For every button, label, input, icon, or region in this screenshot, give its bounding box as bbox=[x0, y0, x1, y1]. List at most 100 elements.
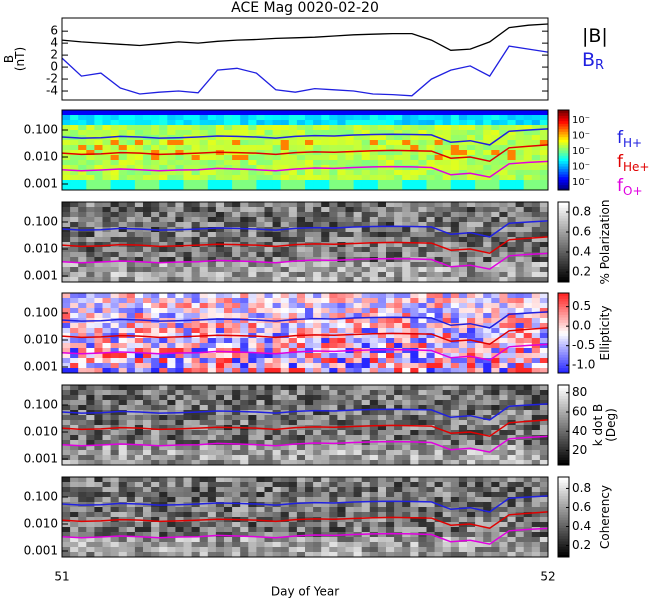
spectrogram-cell bbox=[86, 293, 95, 299]
spectrogram-cell bbox=[191, 338, 201, 344]
spectrogram-cell bbox=[426, 405, 436, 411]
spectrogram-cell bbox=[62, 145, 71, 151]
spectrogram-cell bbox=[515, 385, 525, 391]
spectrogram-cell bbox=[151, 492, 160, 498]
spectrogram-cell bbox=[167, 492, 176, 498]
spectrogram-cell bbox=[264, 170, 274, 176]
spectrogram-cell bbox=[167, 542, 176, 548]
spectrogram-cell bbox=[523, 318, 533, 324]
spectrogram-cell bbox=[369, 237, 379, 243]
spectrogram-cell bbox=[418, 542, 427, 548]
spectrogram-cell bbox=[78, 425, 87, 431]
spectrogram-cell bbox=[215, 125, 225, 131]
spectrogram-cell bbox=[361, 460, 371, 466]
spectrogram-cell bbox=[296, 185, 306, 191]
spectrogram-cell bbox=[199, 435, 209, 441]
spectrogram-cell bbox=[539, 185, 549, 191]
spectrogram-cell bbox=[191, 180, 201, 186]
spectrogram-cell bbox=[305, 207, 314, 213]
spectrogram-cell bbox=[483, 242, 492, 248]
spectrogram-cell bbox=[143, 497, 152, 503]
spectrogram-cell bbox=[280, 222, 290, 228]
spectrogram-cell bbox=[232, 125, 241, 131]
spectrogram-cell bbox=[394, 155, 403, 161]
spectrogram-cell bbox=[272, 445, 282, 451]
spectrogram-cell bbox=[475, 135, 484, 141]
spectrogram-cell bbox=[86, 348, 95, 354]
colorbar-cell bbox=[558, 244, 569, 248]
spectrogram-cell bbox=[337, 430, 346, 436]
spectrogram-cell bbox=[313, 202, 322, 208]
spectrogram-cell bbox=[539, 328, 549, 334]
spectrogram-cell bbox=[361, 318, 371, 324]
spectrogram-cell bbox=[70, 298, 79, 304]
spectrogram-cell bbox=[369, 130, 379, 136]
spectrogram-cell bbox=[321, 455, 330, 461]
spectrogram-cell bbox=[62, 328, 71, 334]
spectrogram-cell bbox=[377, 450, 387, 456]
spectrogram-cell bbox=[240, 202, 249, 208]
spectrogram-cell bbox=[410, 140, 419, 146]
spectrogram-cell bbox=[531, 517, 541, 523]
spectrogram-cell bbox=[523, 547, 533, 553]
spectrogram-cell bbox=[305, 298, 314, 304]
spectrogram-cell bbox=[110, 227, 120, 233]
spectrogram-cell bbox=[288, 450, 298, 456]
spectrogram-cell bbox=[418, 110, 427, 116]
y-tick-label: 0.100 bbox=[24, 305, 58, 319]
spectrogram-cell bbox=[450, 135, 460, 141]
spectrogram-cell bbox=[345, 145, 355, 151]
spectrogram-cell bbox=[191, 363, 201, 369]
spectrogram-cell bbox=[507, 110, 517, 116]
spectrogram-cell bbox=[305, 420, 314, 426]
spectrogram-cell bbox=[256, 492, 265, 498]
spectrogram-cell bbox=[167, 507, 176, 513]
spectrogram-cell bbox=[126, 222, 136, 228]
colorbar-cell bbox=[558, 226, 569, 230]
legend-name: |B| bbox=[582, 25, 608, 47]
spectrogram-cell bbox=[402, 308, 411, 314]
spectrogram-cell bbox=[126, 140, 136, 146]
spectrogram-cell bbox=[305, 445, 314, 451]
spectrogram-cell bbox=[272, 497, 282, 503]
spectrogram-cell bbox=[337, 425, 346, 431]
spectrogram-cell bbox=[491, 145, 500, 151]
spectrogram-cell bbox=[143, 303, 152, 309]
spectrogram-cell bbox=[329, 522, 338, 528]
spectrogram-cell bbox=[426, 385, 436, 391]
spectrogram-cell bbox=[475, 358, 484, 364]
spectrogram-cell bbox=[337, 435, 346, 441]
spectrogram-cell bbox=[450, 313, 460, 319]
spectrogram-cell bbox=[458, 532, 468, 538]
spectrogram-cell bbox=[240, 527, 249, 533]
spectrogram-cell bbox=[86, 180, 95, 186]
spectrogram-cell bbox=[483, 293, 492, 299]
spectrogram-cell bbox=[224, 385, 233, 391]
spectrogram-cell bbox=[475, 222, 484, 228]
spectrogram-cell bbox=[402, 348, 411, 354]
spectrogram-cell bbox=[232, 318, 241, 324]
spectrogram-cell bbox=[305, 338, 314, 344]
spectrogram-cell bbox=[353, 267, 363, 273]
spectrogram-cell bbox=[296, 415, 306, 421]
spectrogram-cell bbox=[264, 527, 274, 533]
spectrogram-cell bbox=[313, 502, 322, 508]
spectrogram-cell bbox=[264, 395, 274, 401]
spectrogram-cell bbox=[143, 323, 152, 329]
spectrogram-cell bbox=[523, 328, 533, 334]
spectrogram-cell bbox=[361, 527, 371, 533]
spectrogram-cell bbox=[175, 482, 184, 488]
spectrogram-cell bbox=[94, 542, 103, 548]
spectrogram-cell bbox=[118, 440, 128, 446]
spectrogram-cell bbox=[515, 298, 525, 304]
spectrogram-cell bbox=[256, 160, 265, 166]
spectrogram-cell bbox=[102, 170, 112, 176]
spectrogram-cell bbox=[288, 155, 298, 161]
spectrogram-cell bbox=[418, 390, 427, 396]
spectrogram-cell bbox=[86, 277, 95, 283]
spectrogram-cell bbox=[499, 333, 508, 339]
spectrogram-cell bbox=[305, 343, 314, 349]
spectrogram-cell bbox=[523, 202, 533, 208]
spectrogram-cell bbox=[272, 222, 282, 228]
